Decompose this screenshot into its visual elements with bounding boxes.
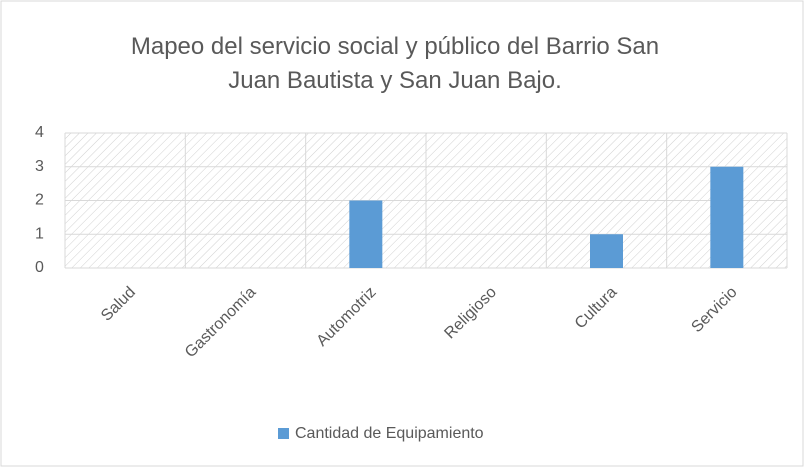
y-tick-label: 0: [35, 259, 44, 276]
y-tick-label: 2: [35, 192, 44, 209]
legend-swatch: [278, 428, 289, 439]
bar: [590, 234, 623, 268]
bar: [710, 166, 744, 268]
y-tick-label: 3: [35, 158, 44, 175]
chart-title: Mapeo del servicio social y público del …: [130, 33, 660, 94]
bar: [349, 200, 383, 268]
y-tick-label: 1: [35, 225, 44, 242]
legend-label: Cantidad de Equipamiento: [295, 425, 484, 442]
y-tick-label: 4: [35, 124, 44, 141]
